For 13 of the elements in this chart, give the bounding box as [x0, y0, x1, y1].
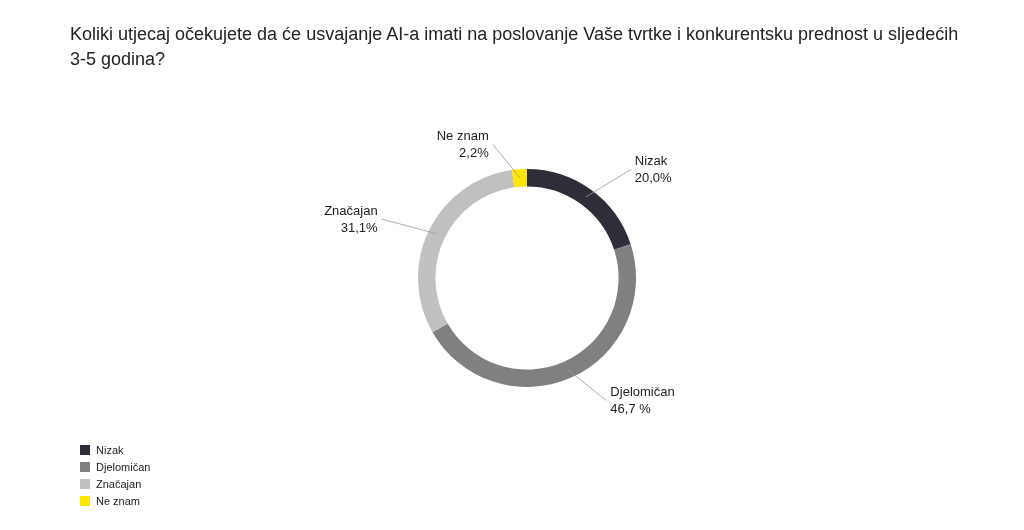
data-label: 46,7 %: [610, 401, 652, 417]
slice-label: Značajan: [324, 202, 378, 218]
legend-label: Nizak: [96, 443, 124, 456]
legend-label: Ne znam: [96, 494, 141, 507]
slice-label: Ne znam: [436, 127, 489, 143]
data-label: 2,2%: [459, 144, 490, 160]
chart-title: Koliki utjecaj očekujete da će usvajanje AI-a imati na poslovanje Vaše tvrtke i konkurentsku prednost u sljedećih 3-5 godina?: [70, 23, 960, 71]
slice-label: Nizak: [634, 153, 668, 169]
data-label: 20,0%: [634, 170, 673, 186]
legend-label: Djelomičan: [96, 460, 151, 473]
data-label: 31,1%: [340, 219, 379, 235]
legend-label: Značajan: [96, 477, 142, 490]
slice-label: Djelomičan: [610, 384, 675, 400]
